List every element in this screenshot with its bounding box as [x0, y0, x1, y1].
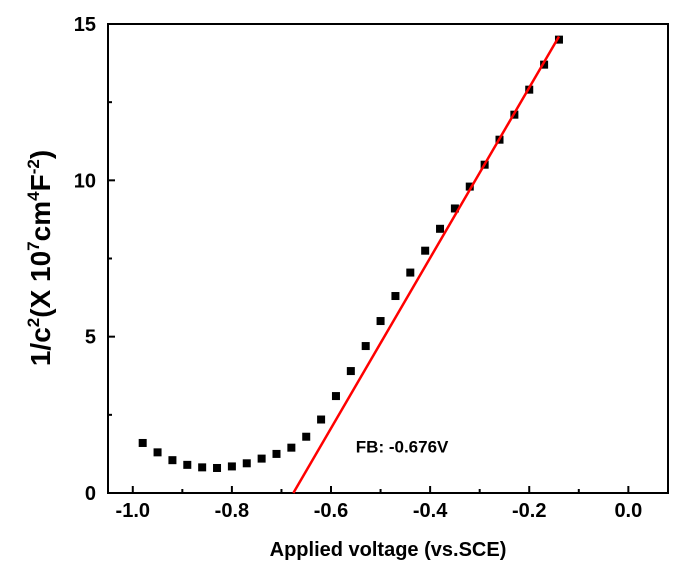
x-axis-title: Applied voltage (vs.SCE)	[270, 539, 507, 561]
data-point	[376, 317, 385, 326]
x-tick-label: -0.2	[512, 500, 546, 522]
flat-band-annotation: FB: -0.676V	[356, 437, 449, 456]
fit-line	[292, 35, 561, 494]
data-point	[391, 292, 400, 301]
data-point	[198, 463, 207, 472]
data-point	[213, 463, 222, 472]
data-point	[242, 459, 251, 468]
data-point	[554, 35, 563, 44]
y-axis: 0 5 10 15	[74, 14, 115, 505]
y-tick-label: 5	[85, 327, 96, 349]
data-point	[227, 462, 236, 471]
data-point	[421, 246, 430, 255]
x-tick-label: 0.0	[614, 500, 642, 522]
x-tick-label: -0.4	[413, 500, 448, 522]
data-point	[183, 460, 192, 469]
data-point	[436, 224, 445, 233]
data-point	[168, 456, 177, 465]
data-point	[465, 182, 474, 191]
y-axis-title: 1/c2(X 107cm4F-2)	[24, 150, 56, 366]
y-tick-label: 0	[85, 483, 96, 505]
data-point	[153, 448, 162, 457]
x-axis: -1.0 -0.8 -0.6 -0.4 -0.2 0.0	[116, 486, 642, 522]
y-tick-label: 10	[74, 170, 96, 192]
plot-area	[138, 35, 563, 494]
data-point	[406, 268, 415, 277]
data-point	[272, 449, 281, 458]
data-point	[257, 454, 266, 463]
plot-frame	[107, 23, 669, 494]
data-point	[346, 367, 355, 376]
data-point	[287, 443, 296, 452]
x-tick-label: -0.6	[314, 500, 348, 522]
data-point	[450, 204, 459, 213]
x-tick-label: -0.8	[215, 500, 249, 522]
data-point	[317, 415, 326, 424]
x-tick-label: -1.0	[116, 500, 150, 522]
data-point	[331, 392, 340, 401]
annotation-layer: FB: -0.676V	[356, 437, 449, 456]
data-point	[302, 432, 311, 441]
data-point	[138, 438, 147, 447]
y-tick-label: 15	[74, 14, 96, 36]
data-point	[361, 342, 370, 351]
data-point	[540, 60, 549, 69]
